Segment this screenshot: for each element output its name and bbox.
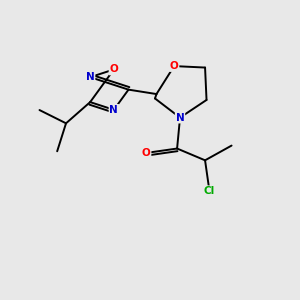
Text: N: N — [176, 112, 184, 123]
Text: N: N — [86, 72, 94, 82]
Text: N: N — [110, 105, 118, 115]
Text: Cl: Cl — [204, 186, 215, 196]
Text: O: O — [142, 148, 151, 158]
Text: O: O — [170, 61, 178, 71]
Text: O: O — [110, 64, 118, 74]
